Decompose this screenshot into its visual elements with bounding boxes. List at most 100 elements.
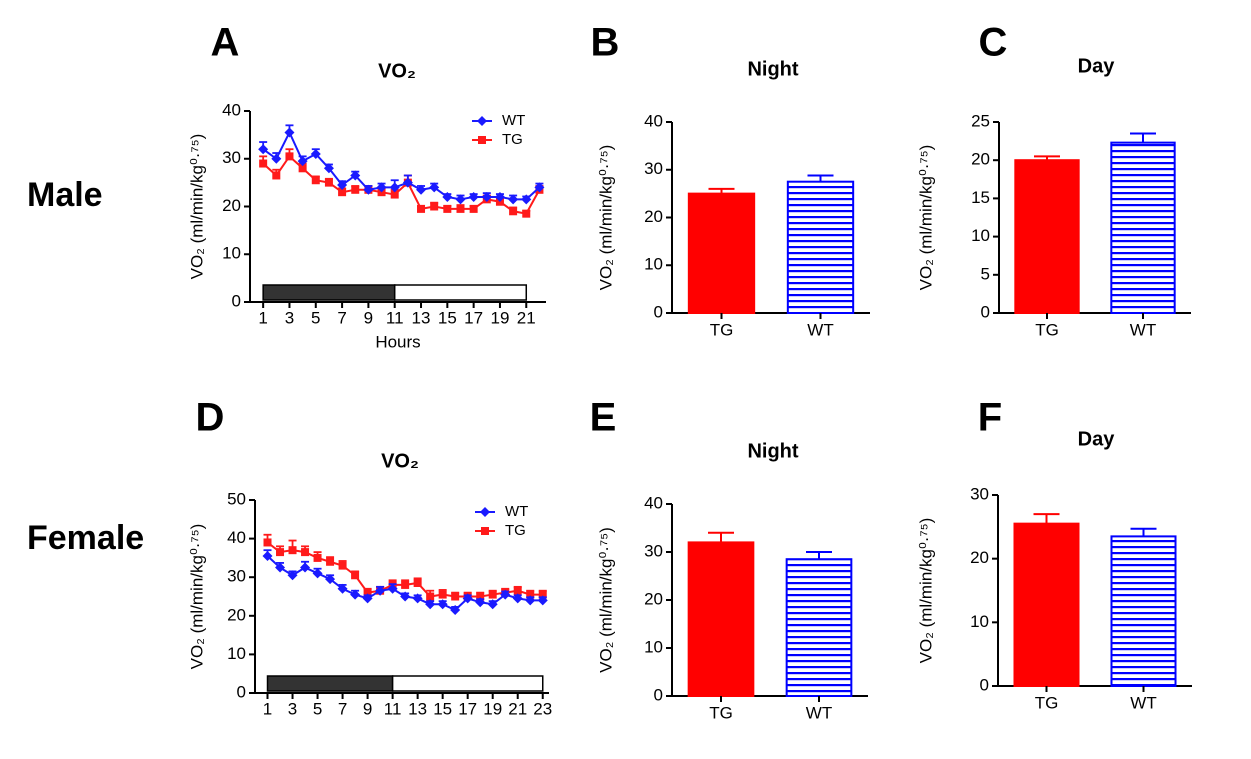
point: [426, 592, 435, 601]
point: [451, 592, 460, 601]
dark-period: [266, 675, 394, 692]
point: [337, 180, 348, 191]
y-tick-label: 10: [644, 637, 663, 656]
point: [338, 561, 347, 570]
x-tick-label: WT: [1130, 693, 1156, 712]
y-tick-label: 5: [981, 264, 990, 283]
point: [521, 194, 532, 205]
point: [455, 194, 466, 205]
light-period: [393, 284, 528, 301]
point: [525, 595, 536, 606]
point: [284, 127, 295, 138]
series-line: [262, 130, 541, 201]
y-axis-label: VO₂ (ml/min/kg⁰·⁷⁵): [916, 518, 935, 664]
bar: [687, 192, 756, 314]
point: [468, 191, 479, 202]
point: [538, 590, 547, 599]
dark-period: [262, 284, 396, 301]
light-period: [391, 675, 544, 692]
point: [350, 170, 361, 181]
chart-title: Day: [1078, 55, 1116, 77]
chart-title: VO₂: [381, 450, 419, 472]
point: [272, 171, 281, 180]
x-tick-label: TG: [1035, 693, 1059, 712]
point: [326, 557, 335, 566]
legend-label: TG: [502, 131, 523, 148]
x-tick-label: 9: [364, 308, 373, 327]
point: [534, 182, 545, 193]
point: [363, 588, 372, 597]
point: [389, 182, 400, 193]
legend-label: WT: [502, 112, 525, 129]
point: [337, 583, 348, 594]
point: [487, 599, 498, 610]
point: [258, 144, 269, 155]
y-tick-label: 10: [222, 244, 241, 263]
x-tick-label: 19: [490, 308, 509, 327]
y-tick-label: 30: [227, 567, 246, 586]
point: [390, 190, 399, 199]
panel-label: E: [590, 396, 617, 440]
point: [500, 589, 511, 600]
x-tick-label: 21: [517, 308, 536, 327]
point: [301, 548, 310, 557]
y-tick-label: 15: [971, 188, 990, 207]
point: [429, 182, 440, 193]
point: [323, 163, 334, 174]
x-tick-label: 17: [458, 699, 477, 718]
point: [285, 152, 294, 161]
x-tick-label: WT: [806, 703, 832, 722]
point: [401, 580, 410, 589]
x-tick-label: 23: [533, 699, 552, 718]
row-label: Male: [27, 176, 103, 214]
point: [416, 184, 427, 195]
point: [476, 592, 485, 601]
x-tick-label: TG: [709, 703, 733, 722]
panel-label: F: [978, 396, 1002, 440]
y-tick-label: 0: [654, 302, 663, 321]
point: [400, 591, 411, 602]
bar: [786, 180, 855, 314]
y-axis-label: VO₂ (ml/min/kg⁰·⁷⁵): [916, 145, 935, 291]
point: [417, 204, 426, 213]
point: [376, 182, 387, 193]
y-axis-label: VO₂ (ml/min/kg⁰·⁷⁵): [187, 524, 206, 670]
panel-label: D: [196, 396, 225, 440]
y-tick-label: 10: [971, 226, 990, 245]
point: [297, 156, 308, 167]
y-tick-label: 0: [654, 685, 663, 704]
point: [475, 597, 486, 608]
x-tick-label: 15: [433, 699, 452, 718]
bar: [1014, 159, 1080, 314]
x-tick-label: 13: [412, 308, 431, 327]
x-tick-label: 9: [363, 699, 372, 718]
point: [413, 578, 422, 587]
y-tick-label: 0: [237, 682, 246, 701]
y-tick-label: 30: [644, 159, 663, 178]
panel-label: C: [979, 21, 1008, 65]
y-tick-label: 0: [981, 302, 990, 321]
point: [375, 585, 386, 596]
point: [450, 605, 461, 616]
x-tick-label: 11: [386, 308, 404, 327]
bar: [785, 558, 853, 698]
y-tick-label: 20: [227, 605, 246, 624]
y-tick-label: 20: [644, 207, 663, 226]
y-tick-label: 10: [644, 255, 663, 274]
y-tick-label: 30: [970, 484, 989, 503]
point: [509, 207, 518, 216]
legend-label: TG: [505, 522, 526, 539]
y-tick-label: 0: [980, 675, 989, 694]
point: [351, 571, 360, 580]
x-tick-label: 3: [285, 308, 294, 327]
bar: [687, 541, 755, 698]
legend-marker: [477, 116, 487, 126]
y-tick-label: 20: [970, 548, 989, 567]
point: [412, 593, 423, 604]
point: [298, 164, 307, 173]
point: [263, 538, 272, 547]
x-tick-label: 7: [338, 699, 347, 718]
chart-title: Night: [747, 440, 798, 462]
point: [430, 202, 439, 211]
